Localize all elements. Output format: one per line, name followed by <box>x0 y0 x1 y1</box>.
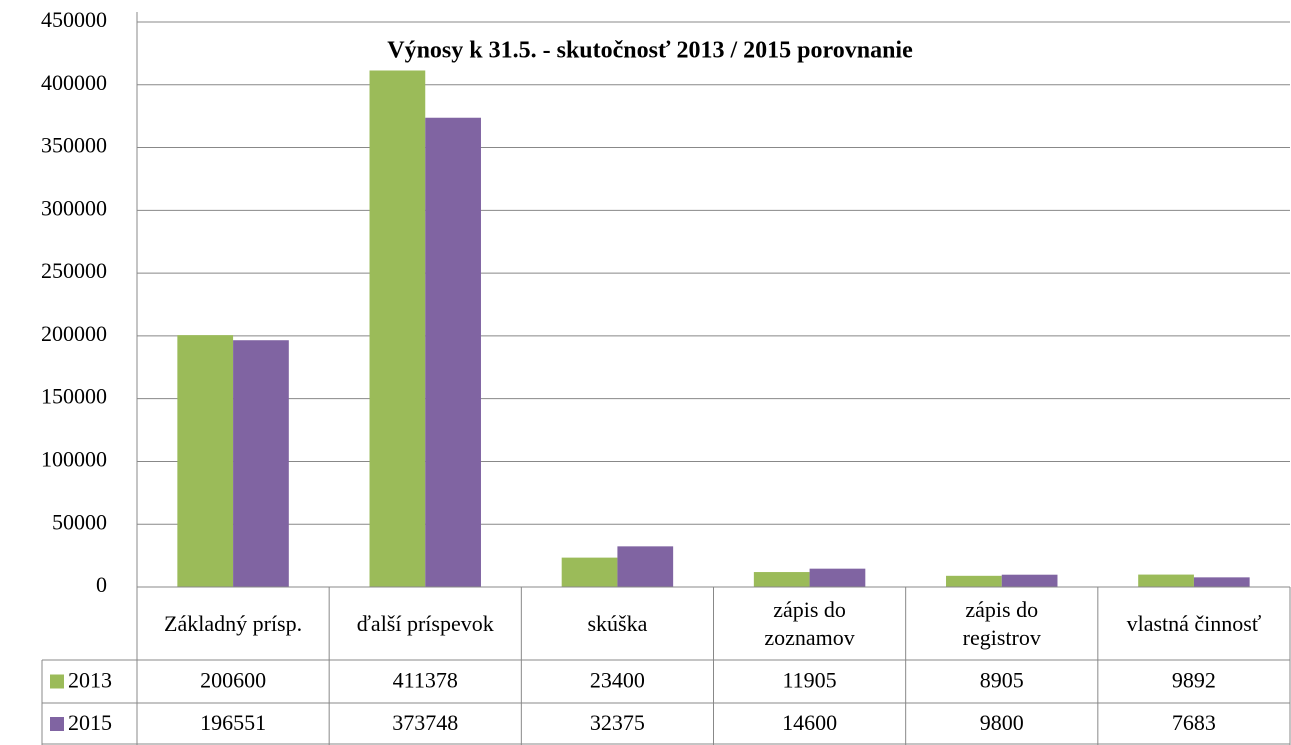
y-tick-label: 250000 <box>41 258 107 283</box>
table-value: 200600 <box>200 668 266 693</box>
legend-label: 2013 <box>68 668 112 693</box>
legend-swatch <box>50 674 64 689</box>
y-tick-label: 100000 <box>41 446 107 471</box>
table-value: 373748 <box>392 710 458 735</box>
chart-title: Výnosy k 31.5. - skutočnosť 2013 / 2015 … <box>387 38 913 64</box>
bar <box>233 340 289 587</box>
y-tick-label: 200000 <box>41 321 107 346</box>
x-tick-label: zápis do registrov <box>962 596 1041 650</box>
x-tick-label: skúška <box>587 610 648 636</box>
table-value: 14600 <box>782 710 837 735</box>
bar <box>809 568 866 587</box>
y-tick-label: 350000 <box>41 133 107 158</box>
bar <box>425 117 481 588</box>
table-value: 411378 <box>393 668 458 693</box>
x-tick-label: zápis do zoznamov <box>764 596 855 650</box>
bar <box>753 572 810 587</box>
bar <box>177 335 234 587</box>
y-tick-label: 50000 <box>52 509 107 534</box>
y-tick-label: 400000 <box>41 70 107 95</box>
table-value: 23400 <box>590 668 645 693</box>
table-value: 9892 <box>1172 668 1216 693</box>
table-value: 8905 <box>980 668 1024 693</box>
y-tick-label: 0 <box>96 572 107 597</box>
bar <box>1001 574 1058 587</box>
bar <box>369 70 426 587</box>
table-value: 196551 <box>200 710 266 735</box>
legend-swatch <box>50 717 64 731</box>
y-tick-label: 450000 <box>41 7 107 32</box>
x-tick-label: ďalší príspevok <box>356 610 494 636</box>
table-value: 32375 <box>590 710 645 735</box>
bar <box>561 557 618 587</box>
table-value: 11905 <box>782 668 836 693</box>
bar <box>617 546 674 587</box>
x-tick-label: Základný prísp. <box>164 610 303 636</box>
table-value: 7683 <box>1172 710 1216 735</box>
table-value: 9800 <box>980 710 1024 735</box>
y-tick-label: 300000 <box>41 195 107 220</box>
bar <box>1193 577 1250 587</box>
y-tick-label: 150000 <box>41 384 107 409</box>
legend-label: 2015 <box>68 710 112 735</box>
x-tick-label: vlastná činnosť <box>1126 610 1262 636</box>
bar <box>946 575 1002 587</box>
bar <box>1138 574 1194 587</box>
